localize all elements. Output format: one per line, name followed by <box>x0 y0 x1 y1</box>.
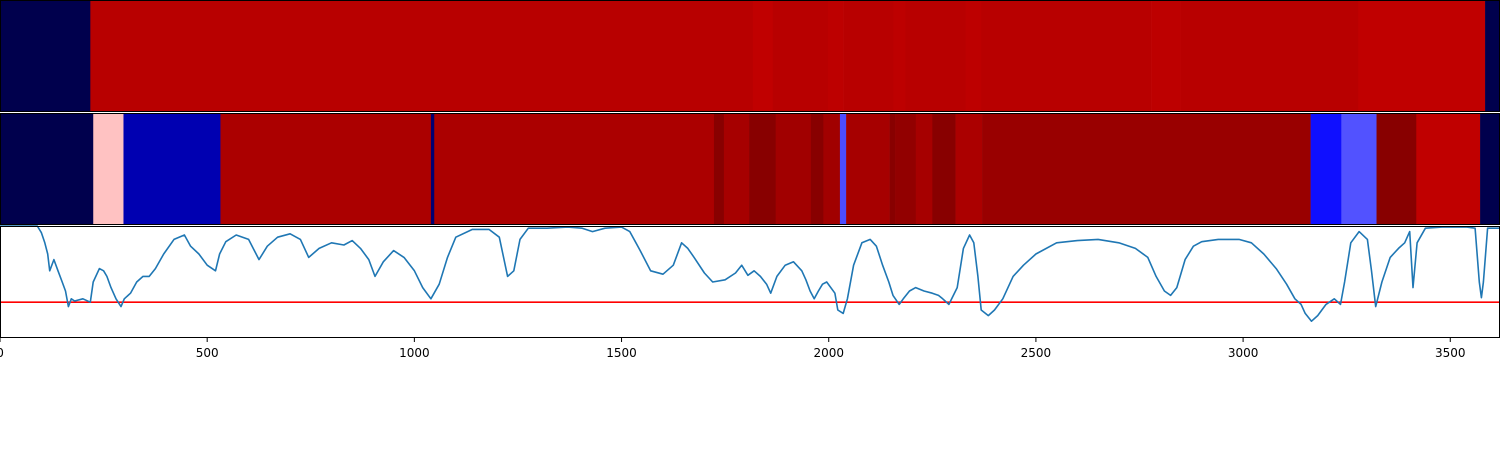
x-axis: 0 500 1000 1500 2000 2500 3000 3500 <box>0 338 1466 360</box>
heatmap-1-segment-3 <box>772 0 829 112</box>
heatmap-2-segment-19 <box>982 113 1311 225</box>
x-tick-label-6: 3000 <box>1228 346 1259 360</box>
x-tick-label-2: 1000 <box>399 346 430 360</box>
heatmap-track-1 <box>0 0 1500 112</box>
heatmap-1-segment-9 <box>981 0 1152 112</box>
heatmap-2-segment-24 <box>1480 113 1500 225</box>
x-tick-label-3: 1500 <box>606 346 637 360</box>
x-tick-label-7: 3500 <box>1435 346 1466 360</box>
heatmap-2-segment-18 <box>955 113 983 225</box>
heatmap-1-segment-4 <box>827 0 844 112</box>
line-panel <box>0 225 1500 338</box>
heatmap-2-segment-6 <box>713 113 725 225</box>
heatmap-2-segment-22 <box>1376 113 1417 225</box>
heatmap-2-segment-17 <box>932 113 956 225</box>
heatmap-2-segment-20 <box>1310 113 1342 225</box>
heatmap-1-segment-8 <box>965 0 982 112</box>
heatmap-2-segment-1 <box>93 113 124 225</box>
heatmap-2-segment-0 <box>0 113 94 225</box>
heatmap-1-segment-10 <box>1151 0 1181 112</box>
heatmap-2-segment-11 <box>823 113 841 225</box>
heatmap-1-segment-2 <box>752 0 774 112</box>
x-tick-label-1: 500 <box>196 346 219 360</box>
heatmap-2-segment-5 <box>434 113 715 225</box>
heatmap-2-segment-10 <box>810 113 824 225</box>
heatmap-1-segment-7 <box>905 0 966 112</box>
heatmap-2-segment-9 <box>775 113 812 225</box>
heatmap-1-segment-12 <box>1358 0 1486 112</box>
heatmap-2-segment-4 <box>430 113 435 225</box>
x-tick-label-5: 2500 <box>1021 346 1052 360</box>
heatmap-2-segment-2 <box>123 113 221 225</box>
heatmap-1-segment-5 <box>843 0 894 112</box>
heatmap-2-segment-16 <box>915 113 933 225</box>
x-tick-label-0: 0 <box>0 346 4 360</box>
heatmap-2-segment-15 <box>895 113 917 225</box>
heatmap-2-segment-23 <box>1416 113 1481 225</box>
heatmap-2-segment-7 <box>723 113 750 225</box>
line-panel-background <box>0 226 1500 338</box>
series-line <box>0 225 1500 322</box>
heatmap-2-segment-14 <box>889 113 896 225</box>
heatmap-1-segment-13 <box>1485 0 1500 112</box>
heatmap-1-segment-0 <box>0 0 91 112</box>
heatmap-1-segment-11 <box>1180 0 1359 112</box>
heatmap-track-2 <box>0 113 1500 225</box>
heatmap-2-segment-21 <box>1341 113 1377 225</box>
heatmap-2-segment-12 <box>839 113 847 225</box>
heatmap-2-segment-13 <box>846 113 890 225</box>
heatmap-2-segment-8 <box>749 113 776 225</box>
x-tick-label-4: 2000 <box>813 346 844 360</box>
heatmap-1-segment-6 <box>893 0 906 112</box>
heatmap-1-segment-1 <box>90 0 754 112</box>
heatmap-2-segment-3 <box>220 113 432 225</box>
